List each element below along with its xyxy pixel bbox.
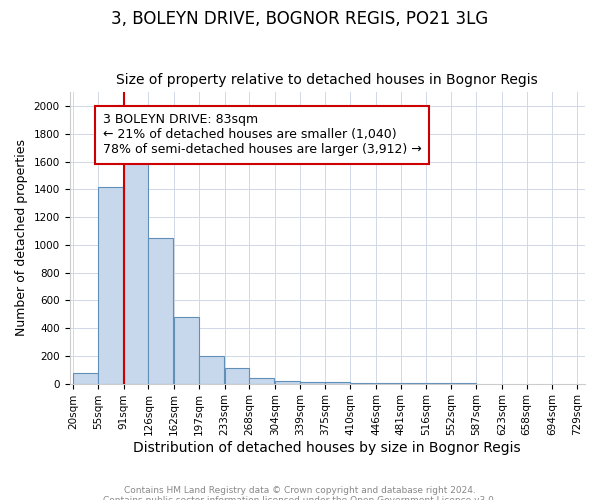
Bar (350, 383, 375, 384)
Text: Contains public sector information licensed under the Open Government Licence v3: Contains public sector information licen… (103, 496, 497, 500)
Bar (325, 382, 350, 384)
Text: 3 BOLEYN DRIVE: 83sqm
← 21% of detached houses are smaller (1,040)
78% of semi-d: 3 BOLEYN DRIVE: 83sqm ← 21% of detached … (103, 113, 422, 156)
Bar (300, 382, 325, 384)
X-axis label: Distribution of detached houses by size in Bognor Regis: Distribution of detached houses by size … (133, 441, 521, 455)
Bar (275, 381, 300, 384)
Text: Contains HM Land Registry data © Crown copyright and database right 2024.: Contains HM Land Registry data © Crown c… (124, 486, 476, 495)
Bar (148, 238, 173, 384)
Bar (250, 378, 274, 384)
Y-axis label: Number of detached properties: Number of detached properties (15, 140, 28, 336)
Bar (73, 372, 98, 384)
Bar (124, 160, 148, 384)
Text: 3, BOLEYN DRIVE, BOGNOR REGIS, PO21 3LG: 3, BOLEYN DRIVE, BOGNOR REGIS, PO21 3LG (112, 10, 488, 28)
Title: Size of property relative to detached houses in Bognor Regis: Size of property relative to detached ho… (116, 73, 538, 87)
Bar (199, 356, 224, 384)
Bar (98, 186, 123, 384)
Bar (224, 368, 250, 384)
Bar (174, 317, 199, 384)
